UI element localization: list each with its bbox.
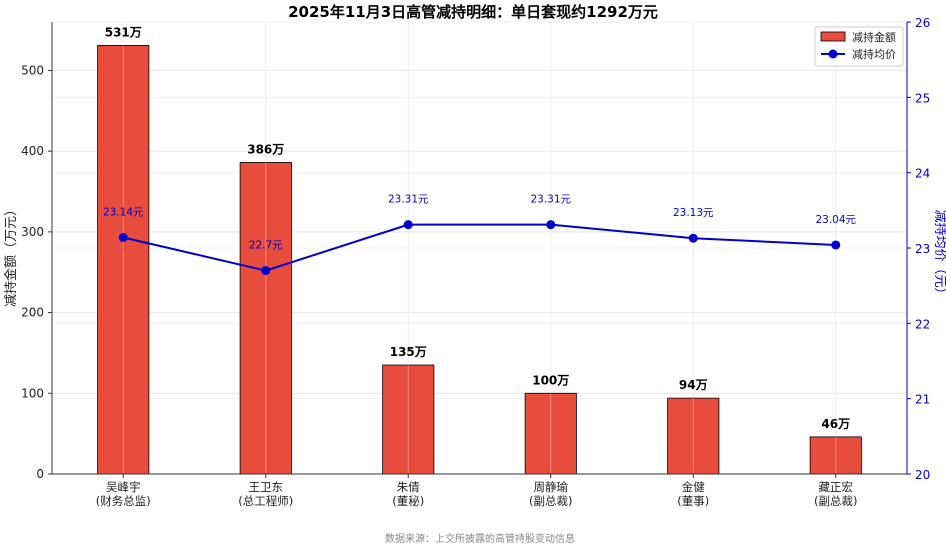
- price-data-label: 23.14元: [103, 206, 144, 218]
- price-point: [831, 240, 841, 250]
- x-tick-label-role: (财务总监): [96, 494, 151, 508]
- bar: [239, 162, 292, 475]
- price-point: [118, 232, 128, 242]
- legend-line-marker: [828, 49, 838, 59]
- bar-data-label: 46万: [821, 417, 850, 431]
- y2-tick-label: 26: [915, 16, 930, 30]
- line-series: 23.14元 22.7元 23.31元 23.31元 23.13元 23.04元: [103, 194, 857, 276]
- x-tick-label-name: 周静瑜: [534, 480, 569, 494]
- axes: 0 100 200 300 400 500 20 21 22 23 24 25 26 吴峰宇(财务总监) 王…: [21, 16, 930, 508]
- legend-bar-label: 减持金额: [852, 30, 896, 44]
- x-tick-label-name: 王卫东: [249, 480, 284, 494]
- legend-line-label: 减持均价: [852, 47, 896, 61]
- grid: [52, 21, 907, 475]
- y2-tick-label: 20: [915, 468, 930, 482]
- bar-data-label: 135万: [390, 345, 427, 359]
- x-tick-label-name: 吴峰宇: [106, 480, 141, 494]
- x-tick-label-role: (董事): [677, 494, 709, 508]
- legend: 减持金额 减持均价: [814, 26, 904, 67]
- x-tick-label-name: 藏正宏: [819, 480, 854, 494]
- y-tick-label: 400: [21, 144, 44, 158]
- bar: [809, 436, 862, 475]
- source-note: 数据来源：上交所披露的高管持股变动信息: [385, 532, 575, 545]
- y2-axis-label: 减持均价（元）: [932, 209, 946, 300]
- price-data-label: 23.13元: [673, 207, 714, 219]
- bar: [667, 397, 720, 475]
- y-tick-label: 200: [21, 306, 44, 320]
- bar-data-label: 100万: [532, 373, 569, 387]
- y-tick-label: 500: [21, 63, 44, 77]
- y2-tick-label: 23: [915, 242, 930, 256]
- x-tick-label-role: (副总裁): [529, 494, 572, 508]
- y2-tick-label: 22: [915, 317, 930, 331]
- bar: [382, 364, 435, 475]
- price-point: [261, 266, 271, 276]
- bar-data-label: 386万: [247, 142, 284, 156]
- y-tick-label: 0: [36, 467, 44, 481]
- price-line: [123, 223, 836, 272]
- y-tick-label: 100: [21, 386, 44, 400]
- bar: [97, 45, 150, 475]
- price-data-label: 23.31元: [388, 194, 429, 206]
- bar-data-label: 531万: [105, 25, 142, 39]
- x-tick-label-role: (董秘): [392, 494, 424, 508]
- x-tick-label-name: 朱倩: [397, 480, 420, 494]
- price-data-label: 23.31元: [530, 194, 571, 206]
- y2-tick-label: 24: [915, 167, 930, 181]
- bar: [524, 392, 577, 475]
- x-tick-label-role: (总工程师): [238, 494, 293, 508]
- bar-series: 531万 386万 135万 100万 94万 46万: [97, 25, 862, 475]
- price-point: [546, 220, 556, 230]
- y2-tick-label: 25: [915, 91, 930, 105]
- price-data-label: 23.04元: [815, 214, 856, 226]
- chart-title: 2025年11月3日高管减持明细：单日套现约1292万元: [288, 3, 658, 21]
- price-data-label: 22.7元: [249, 240, 283, 252]
- legend-bar-swatch: [820, 31, 846, 42]
- bar-data-label: 94万: [679, 378, 708, 392]
- y-axis-label: 减持金额（万元）: [3, 203, 19, 307]
- y-tick-label: 300: [21, 225, 44, 239]
- price-point: [403, 220, 413, 230]
- y2-tick-label: 21: [915, 393, 930, 407]
- x-tick-label-name: 金健: [682, 480, 705, 494]
- x-tick-label-role: (副总裁): [814, 494, 857, 508]
- price-point: [688, 233, 698, 243]
